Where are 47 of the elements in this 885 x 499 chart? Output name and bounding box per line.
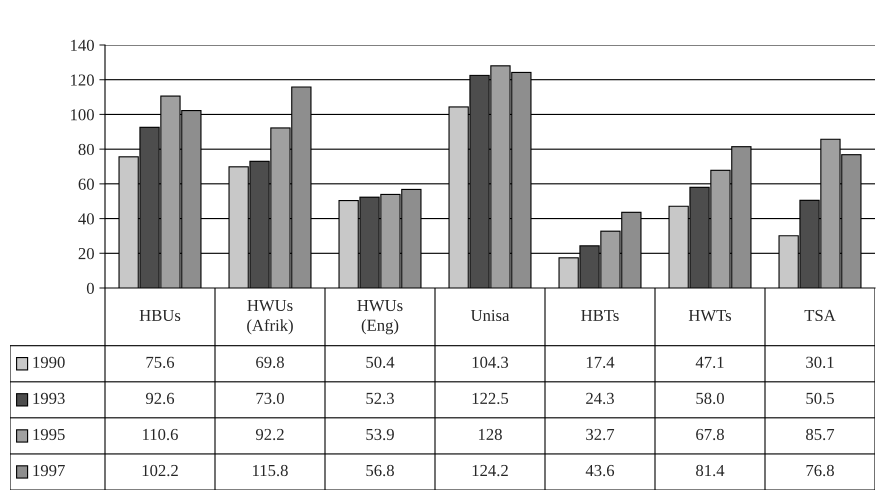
data-label: 104.3 — [472, 356, 508, 368]
data-label: 69.8 — [256, 356, 284, 368]
data-label: 92.2 — [256, 428, 284, 440]
data-label: 76.8 — [806, 464, 834, 476]
legend-label: 1995 — [33, 428, 65, 440]
data-label: 50.4 — [366, 356, 394, 368]
data-label: 58.0 — [696, 392, 724, 404]
data-label: 115.8 — [253, 464, 288, 476]
data-label: 17.4 — [586, 356, 614, 368]
y-tick-label: 40 — [78, 213, 94, 225]
y-tick-label: 0 — [86, 282, 94, 294]
data-label: 50.5 — [806, 392, 834, 404]
x-tick-label: HBTs — [581, 310, 619, 322]
data-label: 43.6 — [586, 464, 614, 476]
x-tick-label: Unisa — [470, 310, 510, 322]
x-tick-label: HWTs — [688, 310, 732, 322]
y-tick-label: 60 — [78, 178, 94, 190]
data-label: 92.6 — [146, 392, 174, 404]
data-label: 102.2 — [142, 464, 178, 476]
y-tick-label: 120 — [71, 74, 94, 86]
y-tick-label: 20 — [78, 248, 94, 260]
data-label: 67.8 — [696, 428, 724, 440]
data-label: 81.4 — [696, 464, 724, 476]
data-label: 30.1 — [806, 356, 834, 368]
data-label: 124.2 — [472, 464, 508, 476]
data-label: 75.6 — [146, 356, 174, 368]
x-tick-label: HBUs — [140, 310, 180, 322]
x-tick-label: HWUs (Eng) — [357, 300, 403, 334]
data-label: 47.1 — [696, 356, 724, 368]
legend-label: 1997 — [33, 464, 65, 476]
legend-label: 1993 — [33, 392, 65, 404]
data-label: 52.3 — [366, 392, 394, 404]
data-label: 128 — [478, 428, 502, 440]
data-label: 73.0 — [256, 392, 284, 404]
y-tick-label: 100 — [71, 109, 94, 120]
x-tick-label: HWUs (Afrik) — [247, 300, 293, 334]
data-label: 110.6 — [143, 428, 178, 440]
data-label: 56.8 — [366, 464, 394, 476]
data-label: 85.7 — [806, 428, 834, 440]
data-label: 53.9 — [366, 428, 394, 440]
y-tick-label: 140 — [71, 40, 94, 51]
legend-label: 1990 — [33, 356, 65, 368]
y-tick-label: 80 — [78, 144, 94, 156]
data-label: 24.3 — [586, 392, 614, 404]
data-label: 32.7 — [586, 428, 614, 440]
x-tick-label: TSA — [804, 310, 836, 322]
data-label: 122.5 — [472, 392, 508, 404]
